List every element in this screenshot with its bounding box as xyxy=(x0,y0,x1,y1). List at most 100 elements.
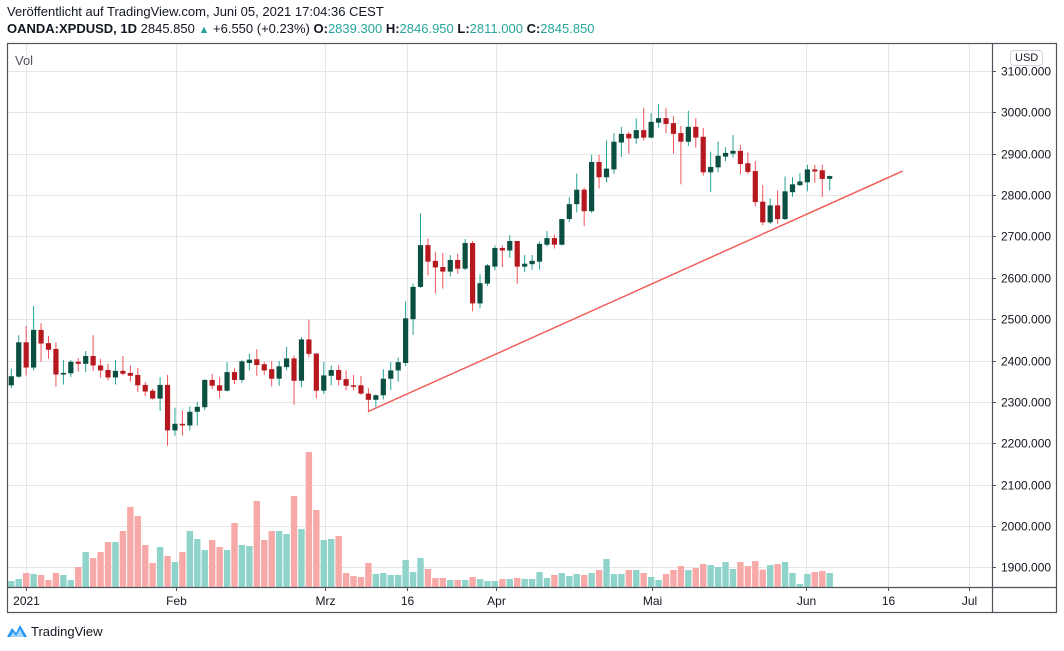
volume-bar xyxy=(194,539,201,587)
volume-bar xyxy=(491,581,499,587)
tradingview-logo[interactable]: TradingView xyxy=(6,623,103,639)
candle-body xyxy=(551,238,558,245)
y-tick-label: 2800.000 xyxy=(1001,189,1051,203)
volume-bar xyxy=(528,579,536,587)
symbol-legend: OANDA:XPDUSD, 1D 2845.850 ▲ +6.550 (+0.2… xyxy=(7,21,595,36)
candle-body xyxy=(484,265,491,284)
volume-bar xyxy=(164,556,171,587)
volume-indicator-label[interactable]: Vol xyxy=(15,53,34,68)
volume-bar xyxy=(752,561,759,587)
volume-bar xyxy=(603,559,610,587)
x-tick-label: Mai xyxy=(643,594,662,608)
volume-bar xyxy=(402,560,409,587)
candle-body xyxy=(581,189,587,212)
volume-bar xyxy=(551,575,558,587)
volume-bar xyxy=(75,567,82,587)
candle-body xyxy=(455,260,461,269)
volume-bar xyxy=(8,581,15,587)
volume-bar xyxy=(186,531,194,587)
volume-bar xyxy=(506,579,513,587)
candle-body xyxy=(120,370,126,374)
volume-bar xyxy=(328,539,335,587)
candle-body xyxy=(83,355,89,364)
candle-body xyxy=(45,343,52,350)
candle-body xyxy=(477,283,483,304)
y-tick-label: 2900.000 xyxy=(1001,148,1051,162)
volume-bar xyxy=(335,536,342,587)
candle-body xyxy=(655,118,662,123)
volume-bar xyxy=(685,570,692,587)
volume-bar xyxy=(700,564,707,587)
last-price: 2845.850 xyxy=(140,21,195,36)
candle-body xyxy=(127,372,133,376)
volume-bar xyxy=(536,572,543,587)
currency-badge[interactable]: USD xyxy=(1010,50,1044,66)
volume-bar xyxy=(588,573,595,587)
candle-body xyxy=(75,361,81,364)
candle-body xyxy=(596,161,602,178)
candle-body xyxy=(8,376,14,386)
volume-bar xyxy=(238,545,246,587)
x-tick-label: 16 xyxy=(401,594,415,608)
volume-bar xyxy=(171,562,179,587)
volume-bar xyxy=(729,569,737,587)
x-tick-label: 2021 xyxy=(13,594,40,608)
candle-body xyxy=(693,126,699,138)
volume-bar xyxy=(781,562,789,587)
candle-body xyxy=(685,126,691,142)
volume-bar xyxy=(476,579,484,587)
x-tick-label: Mrz xyxy=(316,594,336,608)
volume-bar xyxy=(320,540,327,587)
volume-bar xyxy=(22,573,30,587)
candle-body xyxy=(194,406,200,412)
volume-bar xyxy=(439,578,447,587)
candle-body xyxy=(291,358,297,381)
y-tick-label: 2200.000 xyxy=(1001,437,1051,451)
candle-body xyxy=(641,130,647,138)
volume-bar xyxy=(313,510,320,587)
y-tick-label: 3100.000 xyxy=(1001,65,1051,79)
candle-body xyxy=(626,133,632,139)
price-change: +6.550 (+0.23%) xyxy=(213,21,310,36)
candle-body xyxy=(737,150,744,165)
candle-body xyxy=(321,375,327,391)
volume-bar xyxy=(305,452,313,587)
volume-bar xyxy=(714,567,722,587)
volume-bar xyxy=(231,523,238,587)
candle-body xyxy=(514,240,520,267)
candle-body xyxy=(767,205,773,223)
candle-body xyxy=(804,169,810,183)
volume-bar xyxy=(97,552,104,587)
volume-bar xyxy=(142,545,149,587)
candle-body xyxy=(150,390,156,399)
candle-body xyxy=(23,342,29,368)
candle-body xyxy=(135,374,141,386)
volume-bar xyxy=(610,574,618,587)
candle-body xyxy=(536,243,543,262)
candle-body xyxy=(469,243,476,304)
y-tick-label: 1900.000 xyxy=(1001,561,1051,575)
volume-bar xyxy=(521,579,528,587)
candle-body xyxy=(566,204,572,220)
candle-body xyxy=(298,339,305,381)
volume-bar xyxy=(372,574,380,587)
candle-body xyxy=(350,385,357,387)
volume-bar xyxy=(387,575,394,587)
volume-bar xyxy=(633,570,640,587)
chart-frame xyxy=(6,42,1058,614)
candle-body xyxy=(157,384,163,399)
volume-bar xyxy=(677,566,685,587)
volume-bar xyxy=(357,577,365,587)
candle-body xyxy=(462,243,468,269)
volume-bar xyxy=(424,569,432,587)
trendline[interactable] xyxy=(368,170,903,413)
candle-body xyxy=(217,385,223,391)
candle-body xyxy=(603,168,610,178)
candle-body xyxy=(574,189,580,205)
volume-bar xyxy=(662,574,670,587)
candle-body xyxy=(782,191,788,220)
volume-bar xyxy=(774,564,781,587)
candle-body xyxy=(358,385,364,394)
candle-body xyxy=(90,355,96,366)
